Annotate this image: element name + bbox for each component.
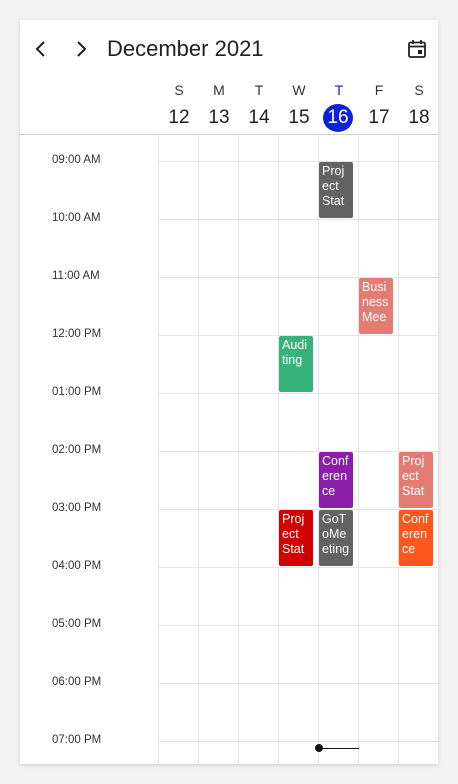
time-label: 01:00 PM: [52, 386, 102, 398]
day-column-header[interactable]: F 17: [359, 78, 399, 134]
day-letter: F: [374, 82, 384, 98]
next-button[interactable]: [66, 34, 96, 64]
time-label: 12:00 PM: [52, 328, 102, 340]
day-date[interactable]: 17: [368, 107, 390, 128]
column-divider: [158, 135, 159, 764]
hour-line: [158, 161, 438, 162]
day-letter: T: [254, 82, 264, 98]
appointment[interactable]: Business Mee: [359, 278, 393, 334]
column-divider: [398, 135, 399, 764]
day-date[interactable]: 15: [288, 107, 310, 128]
day-letter: M: [213, 82, 225, 98]
time-label: 02:00 PM: [52, 444, 102, 456]
chevron-left-icon: [35, 41, 45, 57]
calendar-today-icon: [408, 40, 426, 58]
hour-line: [158, 335, 438, 336]
header-divider: [20, 134, 438, 135]
month-title[interactable]: December 2021: [107, 36, 264, 61]
day-letter: T: [334, 82, 344, 98]
appointment[interactable]: GoToMeeting: [319, 510, 353, 566]
scheduler: December 2021 S 12 M 13 T 14 W 15 T 16 F 17 S 18 09:0…: [20, 20, 438, 764]
time-label: 10:00 AM: [52, 212, 101, 224]
appointment[interactable]: Conference: [319, 452, 353, 508]
day-column-header[interactable]: W 15: [279, 78, 319, 134]
time-label: 09:00 AM: [52, 154, 101, 166]
hour-line: [158, 219, 438, 220]
day-date[interactable]: 18: [408, 107, 430, 128]
day-column-header[interactable]: S 12: [159, 78, 199, 134]
day-column-header[interactable]: T 14: [239, 78, 279, 134]
hour-line: [158, 277, 438, 278]
hour-line: [158, 683, 438, 684]
day-letter: W: [292, 82, 306, 98]
time-label: 06:00 PM: [52, 676, 102, 688]
today-button[interactable]: [402, 34, 432, 64]
today-date[interactable]: 16: [323, 104, 353, 132]
day-date[interactable]: 14: [248, 107, 270, 128]
day-letter: S: [174, 82, 184, 98]
day-column-header[interactable]: M 13: [199, 78, 239, 134]
day-letter: S: [414, 82, 424, 98]
column-divider: [318, 135, 319, 764]
scheduler-header: December 2021: [20, 20, 438, 78]
appointment[interactable]: Auditing: [279, 336, 313, 392]
column-divider: [358, 135, 359, 764]
chevron-right-icon: [77, 41, 87, 57]
time-label: 03:00 PM: [52, 502, 102, 514]
appointment[interactable]: Project Stat: [279, 510, 313, 566]
hour-line: [158, 393, 438, 394]
time-label: 11:00 AM: [52, 270, 100, 282]
hour-line: [158, 625, 438, 626]
time-label: 05:00 PM: [52, 618, 102, 630]
time-label: 07:00 PM: [52, 734, 102, 746]
hour-line: [158, 509, 438, 510]
time-label: 04:00 PM: [52, 560, 102, 572]
day-column-header[interactable]: T 16: [319, 78, 359, 134]
column-divider: [278, 135, 279, 764]
hour-line: [158, 741, 438, 742]
hour-line: [158, 567, 438, 568]
hour-line: [158, 451, 438, 452]
column-divider: [198, 135, 199, 764]
day-column-header[interactable]: S 18: [399, 78, 438, 134]
week-day-header: S 12 M 13 T 14 W 15 T 16 F 17 S 18: [20, 78, 438, 134]
current-time-dot: [315, 744, 323, 752]
column-divider: [238, 135, 239, 764]
previous-button[interactable]: [26, 34, 56, 64]
appointment[interactable]: Project Stat: [319, 162, 353, 218]
appointment[interactable]: Project Stat: [399, 452, 433, 508]
appointment[interactable]: Conference: [399, 510, 433, 566]
time-grid[interactable]: 09:00 AM 10:00 AM 11:00 AM 12:00 PM 01:00 PM…: [20, 135, 438, 764]
day-date[interactable]: 13: [208, 107, 230, 128]
day-date[interactable]: 12: [168, 107, 190, 128]
current-time-line: [319, 748, 359, 749]
